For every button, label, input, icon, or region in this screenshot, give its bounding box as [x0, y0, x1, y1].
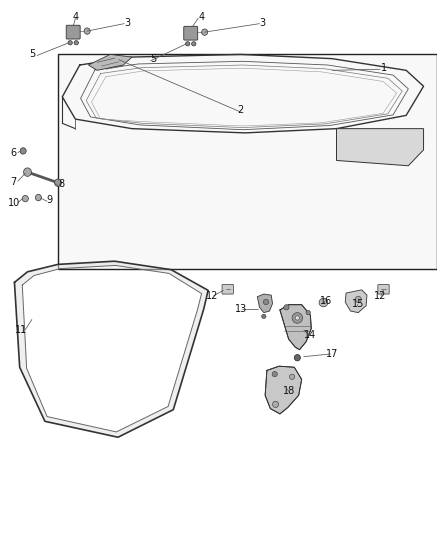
Text: 4: 4	[72, 12, 78, 22]
Ellipse shape	[74, 41, 78, 45]
Ellipse shape	[294, 354, 300, 361]
Polygon shape	[88, 54, 132, 70]
Text: 3: 3	[259, 18, 265, 28]
Text: 6: 6	[11, 148, 17, 158]
Ellipse shape	[284, 305, 289, 310]
Text: 7: 7	[11, 176, 17, 187]
Text: 14: 14	[304, 330, 317, 341]
Text: 17: 17	[326, 349, 338, 359]
FancyBboxPatch shape	[184, 26, 198, 40]
Ellipse shape	[290, 374, 295, 379]
Bar	[58, 54, 437, 269]
Text: 15: 15	[352, 298, 364, 309]
Polygon shape	[257, 294, 272, 313]
Ellipse shape	[263, 300, 268, 305]
Text: 1: 1	[381, 63, 388, 72]
Ellipse shape	[54, 179, 61, 187]
Text: 10: 10	[8, 198, 21, 208]
FancyBboxPatch shape	[378, 285, 389, 294]
Ellipse shape	[272, 401, 279, 408]
Ellipse shape	[24, 168, 32, 176]
Ellipse shape	[295, 316, 300, 320]
Ellipse shape	[185, 42, 190, 46]
Text: 5: 5	[151, 54, 157, 63]
Polygon shape	[265, 366, 302, 414]
Text: 8: 8	[58, 179, 64, 189]
Text: 16: 16	[319, 296, 332, 306]
Ellipse shape	[35, 195, 42, 201]
Ellipse shape	[191, 42, 196, 46]
FancyBboxPatch shape	[222, 285, 233, 294]
Text: 3: 3	[124, 18, 131, 28]
Ellipse shape	[84, 28, 90, 34]
Text: 12: 12	[206, 290, 219, 301]
Polygon shape	[14, 261, 208, 437]
Text: 18: 18	[283, 386, 295, 396]
Polygon shape	[280, 305, 311, 350]
Ellipse shape	[22, 196, 28, 202]
Text: 5: 5	[29, 50, 35, 59]
Ellipse shape	[292, 313, 303, 323]
Ellipse shape	[355, 296, 361, 303]
Ellipse shape	[20, 148, 26, 154]
Ellipse shape	[68, 41, 72, 45]
Text: 9: 9	[46, 195, 52, 205]
Ellipse shape	[306, 311, 311, 315]
Ellipse shape	[261, 314, 266, 318]
Ellipse shape	[201, 29, 208, 35]
Text: 2: 2	[238, 105, 244, 115]
Polygon shape	[336, 128, 424, 166]
Text: 12: 12	[374, 290, 386, 301]
Text: 13: 13	[235, 304, 247, 314]
Ellipse shape	[272, 372, 277, 377]
Ellipse shape	[319, 298, 328, 307]
Polygon shape	[345, 290, 367, 313]
FancyBboxPatch shape	[66, 25, 80, 39]
Text: 4: 4	[198, 12, 205, 22]
Text: 11: 11	[15, 325, 27, 335]
